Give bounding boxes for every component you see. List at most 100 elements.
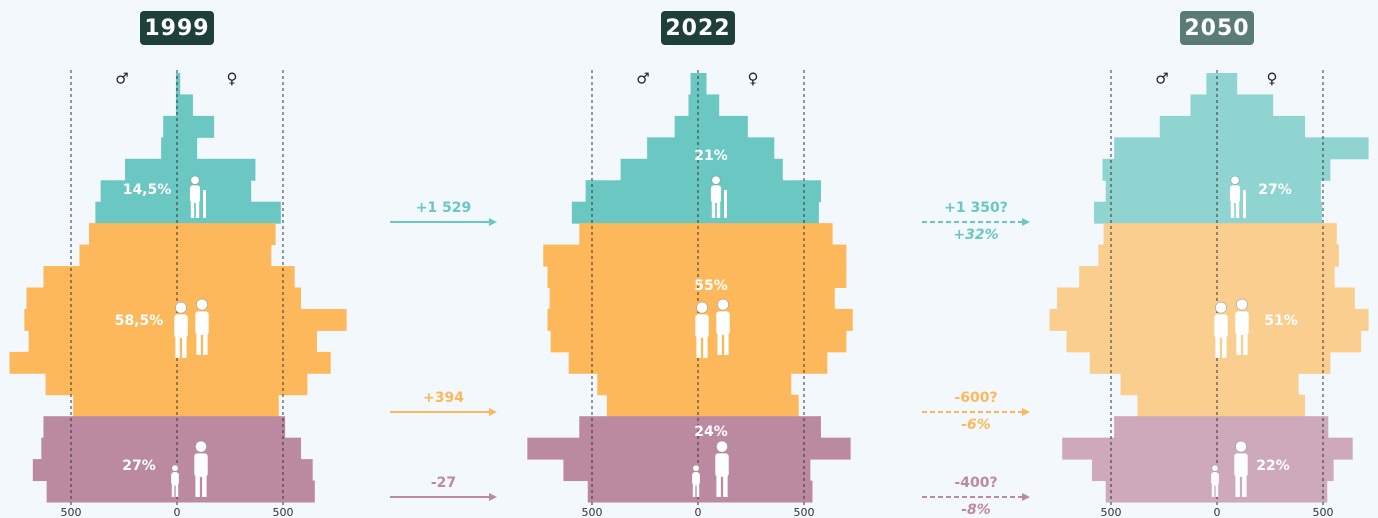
icon xyxy=(1236,333,1241,355)
x-tick-label: 500 xyxy=(794,506,815,518)
icon xyxy=(203,333,208,355)
icon xyxy=(1211,472,1219,486)
bar xyxy=(1217,266,1335,288)
icon xyxy=(1211,464,1219,472)
bar xyxy=(1114,416,1217,439)
bar xyxy=(100,180,177,203)
bar xyxy=(547,266,698,288)
x-tick-label: 0 xyxy=(174,506,181,518)
icon xyxy=(710,185,722,203)
bar xyxy=(177,94,193,117)
bar xyxy=(125,158,177,181)
arrow-head xyxy=(489,493,497,501)
icon xyxy=(696,301,708,314)
sex-symbol: ♀ xyxy=(227,70,238,88)
icon xyxy=(717,298,729,311)
bar xyxy=(1049,308,1217,331)
bar xyxy=(698,223,833,246)
icon xyxy=(1236,298,1248,311)
bar xyxy=(1217,137,1369,160)
bar xyxy=(1066,330,1217,353)
icon xyxy=(1242,475,1247,497)
bar xyxy=(1190,94,1217,117)
icon xyxy=(190,175,200,185)
bar xyxy=(1114,137,1217,160)
bar xyxy=(177,480,315,503)
icon xyxy=(1215,336,1220,358)
change-label: -600? xyxy=(954,390,997,406)
icon xyxy=(1243,190,1246,218)
icon xyxy=(703,336,708,358)
bar xyxy=(1217,437,1353,460)
arrow-head xyxy=(489,218,497,226)
bar xyxy=(175,73,177,95)
bar xyxy=(698,330,847,353)
bar xyxy=(698,437,851,460)
bar xyxy=(177,351,331,374)
icon xyxy=(711,202,716,218)
icon xyxy=(195,475,200,497)
chart-title: 1999 xyxy=(144,16,209,41)
icon xyxy=(195,311,209,335)
arrow-head xyxy=(489,408,497,416)
icon xyxy=(1234,453,1248,477)
icon xyxy=(724,333,729,355)
bar xyxy=(177,223,276,246)
bar xyxy=(1159,115,1217,138)
icon xyxy=(1222,336,1227,358)
sex-symbol: ♂ xyxy=(636,70,649,88)
bar xyxy=(1103,223,1217,246)
bar xyxy=(543,244,698,267)
group-percent: 58,5% xyxy=(115,313,164,329)
icon xyxy=(696,336,701,358)
group-percent: 51% xyxy=(1264,313,1298,329)
bar xyxy=(177,416,286,439)
bar xyxy=(177,394,279,417)
icon xyxy=(1211,484,1215,497)
bar xyxy=(89,223,177,246)
bar xyxy=(177,266,295,288)
bar xyxy=(1137,394,1217,417)
bar xyxy=(698,459,811,482)
bar xyxy=(698,115,748,138)
bar xyxy=(698,351,828,374)
x-tick-label: 0 xyxy=(1214,506,1221,518)
bar xyxy=(1062,437,1217,460)
icon xyxy=(190,202,195,218)
bar xyxy=(163,115,177,138)
bar xyxy=(46,480,178,503)
icon xyxy=(716,440,728,453)
change-percent: -6% xyxy=(961,417,991,433)
change-percent: +32% xyxy=(953,227,998,243)
icon xyxy=(717,333,722,355)
change-label: +1 529 xyxy=(416,200,472,216)
bar xyxy=(698,201,819,224)
icon xyxy=(695,314,709,338)
icon xyxy=(1215,484,1219,497)
icon xyxy=(189,185,201,203)
bar xyxy=(45,373,178,396)
bar xyxy=(43,266,177,288)
icon xyxy=(716,202,721,218)
bar xyxy=(177,73,181,95)
icon xyxy=(1230,175,1240,185)
bar xyxy=(647,137,698,160)
bar xyxy=(606,394,698,417)
icon xyxy=(174,314,188,338)
icon xyxy=(715,453,729,477)
change-label: +1 350? xyxy=(944,200,1008,216)
bar xyxy=(1217,223,1337,246)
bar xyxy=(177,180,252,203)
icon xyxy=(175,336,180,358)
bar xyxy=(690,73,698,95)
bar xyxy=(1217,115,1305,138)
icon xyxy=(194,453,208,477)
icon xyxy=(202,475,207,497)
bar xyxy=(95,201,177,224)
bar xyxy=(1091,459,1217,482)
bar xyxy=(1217,158,1331,181)
bar xyxy=(177,308,347,331)
bar xyxy=(177,437,302,460)
bar xyxy=(1105,180,1217,203)
icon xyxy=(171,464,179,472)
